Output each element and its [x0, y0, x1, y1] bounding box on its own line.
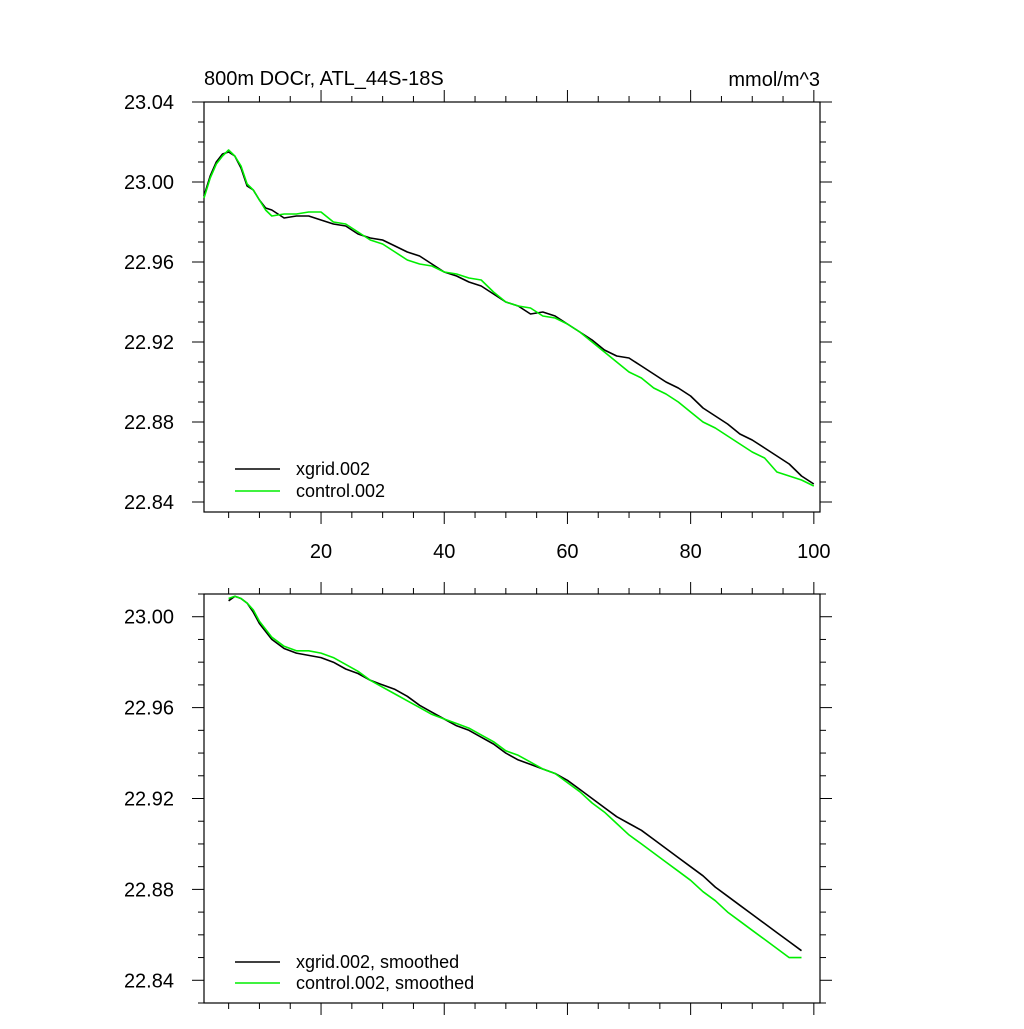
x-tick-label: 60 — [556, 541, 578, 563]
y-tick-label: 22.88 — [124, 879, 174, 901]
plot-frame — [203, 101, 821, 513]
y-tick-label: 23.00 — [124, 172, 174, 194]
legend-label: xgrid.002 — [296, 459, 370, 479]
units-label: mmol/m^3 — [728, 69, 820, 91]
chart-title: 800m DOCr, ATL_44S-18S — [204, 68, 444, 90]
x-tick-label: 80 — [680, 541, 702, 563]
bottom-panel: 22.84 22.88 22.92 22.96 23.00 xgrid.002, smoo… — [124, 582, 832, 1015]
legend-label: xgrid.002, smoothed — [296, 952, 459, 972]
y-tick-label: 22.96 — [124, 252, 174, 274]
y-tick-label: 22.84 — [124, 492, 174, 514]
legend-label: control.002 — [296, 481, 385, 501]
y-tick-label: 22.84 — [124, 970, 174, 992]
y-tick-label: 22.96 — [124, 698, 174, 720]
y-tick-label: 23.00 — [124, 607, 174, 629]
x-tick-label: 20 — [310, 541, 332, 563]
x-tick-label: 40 — [433, 541, 455, 563]
y-tick-label: 22.92 — [124, 789, 174, 811]
y-tick-label: 22.88 — [124, 412, 174, 434]
y-tick-label: 23.04 — [124, 92, 174, 114]
x-tick-label: 100 — [797, 541, 830, 563]
series-line-xgrid — [228, 595, 802, 952]
top-panel: 20 40 60 80 100 22.84 22.88 22.92 22.96 23.00 23.0… — [124, 90, 832, 563]
series-line-control — [228, 595, 802, 959]
series-line-control — [203, 149, 815, 487]
y-tick-label: 22.92 — [124, 332, 174, 354]
legend-label: control.002, smoothed — [296, 973, 474, 993]
